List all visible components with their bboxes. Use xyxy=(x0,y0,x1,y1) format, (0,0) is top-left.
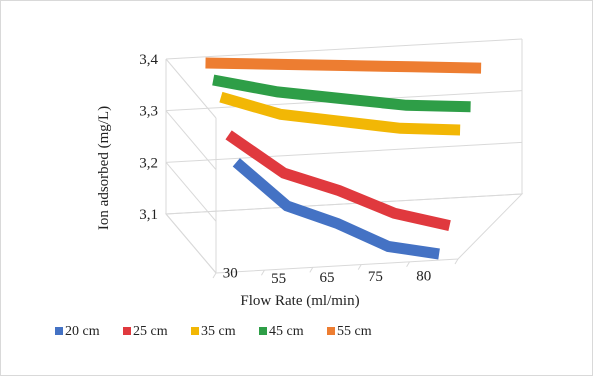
chart-series xyxy=(205,57,482,260)
side-wall-gridline xyxy=(165,58,217,119)
series-line-20-cm xyxy=(232,158,440,260)
legend-label: 20 cm xyxy=(65,324,100,339)
legend-swatch xyxy=(327,327,335,335)
y-axis-ticks: 3,1 3,2 3,3 3,4 xyxy=(139,52,158,223)
legend-swatch xyxy=(191,327,199,335)
x-tick-label: 55 xyxy=(271,271,286,287)
x-tick-mark xyxy=(260,269,265,276)
legend-label: 45 cm xyxy=(269,324,304,339)
legend-label: 25 cm xyxy=(133,324,168,339)
x-axis-ticks: 30 55 65 75 80 xyxy=(223,266,432,287)
y-tick-label: 3,4 xyxy=(139,52,158,68)
chart-gridlines xyxy=(164,38,524,279)
x-tick-label: 65 xyxy=(320,270,335,286)
x-axis-title: Flow Rate (ml/min) xyxy=(240,293,359,309)
series-line-45-cm xyxy=(212,74,471,113)
series-line-55-cm xyxy=(205,57,482,74)
x-tick-label: 75 xyxy=(368,269,383,285)
y-axis-title: Ion adsorbed (mg/L) xyxy=(96,106,112,230)
y-tick-label: 3,2 xyxy=(139,155,158,171)
series-line-35-cm xyxy=(219,91,461,136)
side-wall-gridline xyxy=(165,110,217,170)
x-tick-label: 30 xyxy=(223,266,238,282)
legend-swatch xyxy=(123,327,131,335)
legend-label: 55 cm xyxy=(337,324,372,339)
series-line-25-cm xyxy=(225,130,451,231)
back-wall-gridline xyxy=(165,38,523,60)
x-tick-mark xyxy=(357,264,362,270)
back-wall-gridline xyxy=(165,141,523,163)
x-tick-label: 80 xyxy=(416,268,431,284)
y-tick-label: 3,3 xyxy=(139,104,158,120)
y-tick-label: 3,1 xyxy=(139,207,158,223)
chart-legend: 20 cm 25 cm 35 cm 45 cm 55 cm xyxy=(55,324,372,339)
legend-swatch xyxy=(55,327,63,335)
x-tick-mark xyxy=(309,267,314,273)
x-tick-mark xyxy=(406,261,411,268)
x-tick-mark xyxy=(212,272,217,279)
chart-floor xyxy=(164,193,524,274)
x-tick-mark xyxy=(454,258,459,265)
legend-label: 35 cm xyxy=(201,324,236,339)
legend-swatch xyxy=(259,327,267,335)
